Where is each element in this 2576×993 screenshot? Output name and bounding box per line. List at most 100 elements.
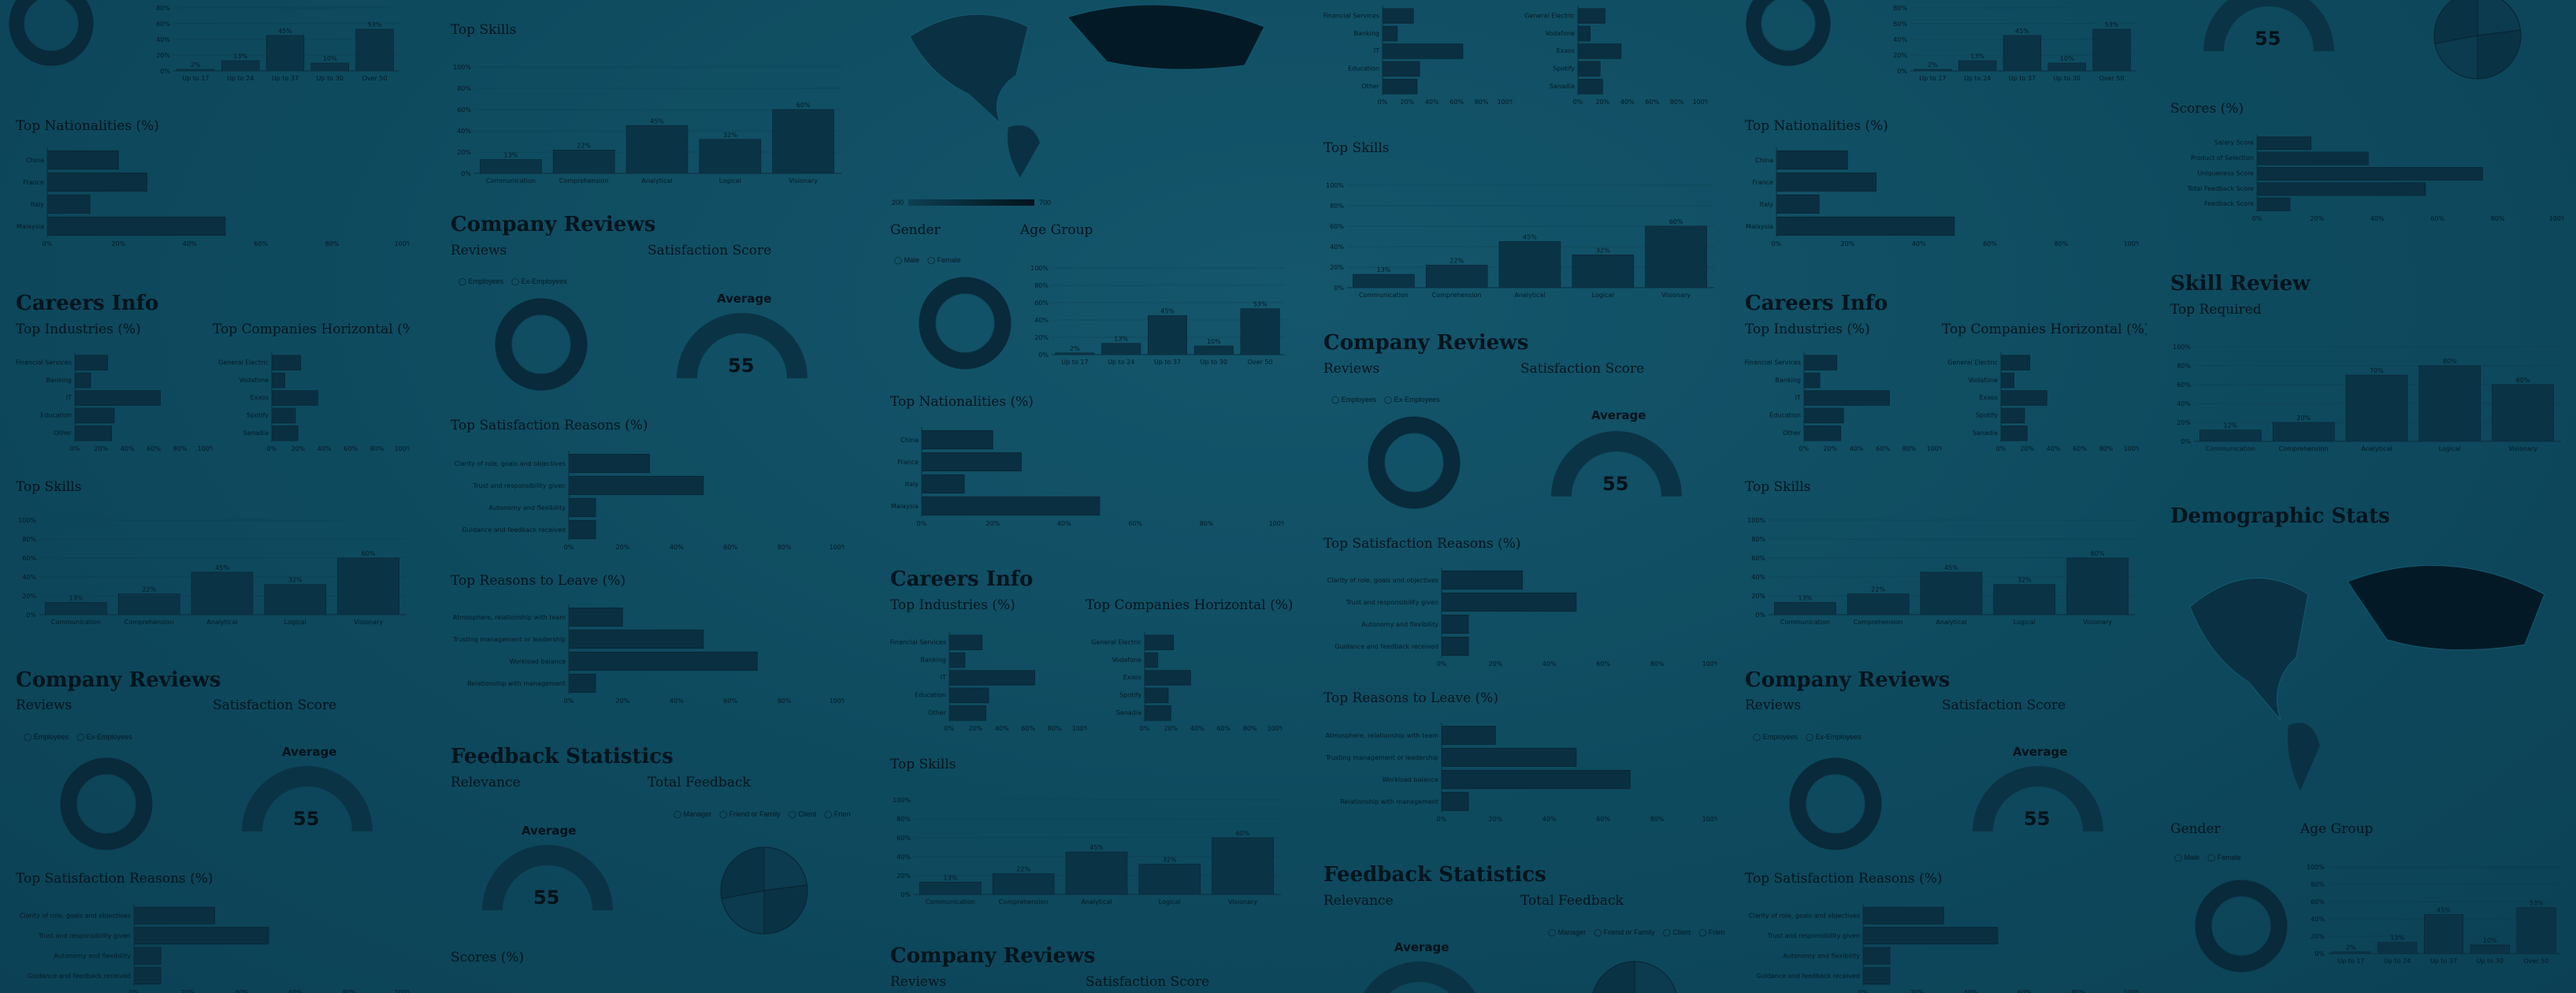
category-label: Up to 24 xyxy=(2384,958,2411,965)
bar xyxy=(1577,8,1605,24)
category-label: Clarity of role, goals and objectives xyxy=(455,460,566,467)
tick-label: 20% xyxy=(1489,660,1503,668)
legend-item[interactable]: ◯ Client xyxy=(1662,928,1691,936)
skills-chart: 0% 20% 40% 60% 80% 100% 13% Communication 22% Com… xyxy=(893,797,1281,906)
tick-label: 40% xyxy=(2177,400,2191,407)
feedback-legend: ◯ Manager ◯ Friend or Family ◯ Client ◯ Fri… xyxy=(674,810,851,819)
legend-item[interactable]: ◯ Employees xyxy=(1753,733,1798,741)
dashboard-column: 0% 20% 40% 60% 80% 100% 2% Up to 17 13% Up to 24 4… xyxy=(1737,0,2147,993)
tick-label: 0% xyxy=(26,612,36,619)
tick-label: 80% xyxy=(1893,5,1907,12)
section-top-skills: Top Skills xyxy=(1745,479,1811,495)
tick-label: 60% xyxy=(1034,299,1049,307)
tick-label: 80% xyxy=(2177,363,2191,370)
section-company-reviews: Company Reviews xyxy=(16,668,221,692)
skills-chart: 0% 20% 40% 60% 80% 100% 13% Communication 22% Com… xyxy=(1747,517,2136,626)
bar xyxy=(568,519,596,540)
legend-item[interactable]: ◯ Male xyxy=(2174,854,2200,861)
legend-item[interactable]: ◯ Manager xyxy=(1548,928,1587,936)
tick-label: 0% xyxy=(43,240,53,247)
pie-slice xyxy=(720,846,765,899)
legend-item[interactable]: ◯ Ex-Employees xyxy=(511,277,567,285)
average-value: 55 xyxy=(533,887,560,909)
tick-label: 60% xyxy=(2017,989,2032,993)
legend-item[interactable]: ◯ Manager xyxy=(674,810,712,818)
tick-label: 100% xyxy=(830,544,844,551)
category-label: Clarity of role, goals and objectives xyxy=(1749,912,1860,919)
legend-item[interactable]: ◯ Client xyxy=(788,810,817,818)
bar xyxy=(271,426,299,441)
tick-label: 60% xyxy=(2311,898,2325,906)
data-label: 2% xyxy=(191,61,201,69)
tick-label: 40% xyxy=(2311,916,2325,923)
category-label: Italy xyxy=(31,201,45,208)
data-label: 20% xyxy=(2296,415,2311,422)
subtitle-top-required: Top Required xyxy=(2170,302,2262,318)
category-label: Education xyxy=(1348,65,1379,73)
tick-label: 100% xyxy=(1702,660,1717,668)
tick-label: 40% xyxy=(183,240,197,247)
skills-chart: 0% 20% 40% 60% 80% 100% 13% Communication 22% Com… xyxy=(1326,182,1714,299)
category-label: Vodafone xyxy=(239,377,269,384)
bar xyxy=(1138,864,1201,895)
legend-item[interactable]: ◯ Ex-Employees xyxy=(1806,733,1861,741)
section-careers-info: Careers Info xyxy=(890,567,1034,591)
category-label: Spotify xyxy=(1976,412,1998,419)
legend-item[interactable]: ◯ Ex-Employees xyxy=(76,733,132,741)
category-label: Feedback Score xyxy=(2204,200,2254,207)
legend-item[interactable]: ◯ Employees xyxy=(458,277,504,285)
data-label: 32% xyxy=(723,132,737,139)
legend-item[interactable]: ◯ Friend or Family xyxy=(719,810,781,818)
section-top-satisfaction: Top Satisfaction Reasons (%) xyxy=(1745,871,1943,887)
gender-legend: ◯ Male ◯ Female xyxy=(2174,854,2249,862)
tick-label: 80% xyxy=(896,816,911,823)
average-value: 55 xyxy=(1602,473,1629,495)
tick-label: 60% xyxy=(457,106,471,113)
bar xyxy=(1441,570,1523,590)
legend-item[interactable]: ◯ Employees xyxy=(1331,396,1377,404)
category-label: Up to 17 xyxy=(1919,75,1946,82)
category-label: Sanadia xyxy=(243,430,269,437)
category-label: Over 50 xyxy=(2099,75,2125,82)
category-label: Logical xyxy=(1592,292,1614,299)
tick-label: 60% xyxy=(147,445,161,452)
legend-item[interactable]: ◯ Employees xyxy=(24,733,69,741)
legend-item[interactable]: ◯ Friend or Family xyxy=(1594,928,1655,936)
bar xyxy=(1862,947,1891,965)
bar xyxy=(46,172,147,192)
legend-item[interactable]: ◯ Friend xyxy=(1698,928,1725,936)
data-label: 60% xyxy=(796,102,811,109)
tick-label: 0% xyxy=(2252,215,2262,222)
legend-item[interactable]: ◯ Ex-Employees xyxy=(1384,396,1440,404)
subtitle-total-feedback: Total Feedback xyxy=(648,775,751,790)
bar xyxy=(480,159,542,174)
tick-label: 100% xyxy=(2124,240,2139,247)
legend-item[interactable]: ◯ Female xyxy=(2207,854,2241,861)
tick-label: 20% xyxy=(1841,240,1855,247)
tick-label: 0% xyxy=(1437,660,1447,668)
bar xyxy=(310,62,349,72)
section-company-reviews: Company Reviews xyxy=(890,944,1096,968)
tick-label: 80% xyxy=(2072,989,2086,993)
nationalities-chart: 0% 20% 40% 60% 80% 100% China France Italy Malays… xyxy=(17,147,410,247)
category-label: Autonomy and flexibility xyxy=(54,952,131,959)
tick-label: 80% xyxy=(2491,215,2505,222)
category-label: Up to 17 xyxy=(182,75,209,82)
category-label: IT xyxy=(66,394,72,401)
tick-label: 80% xyxy=(457,85,471,92)
data-label: 45% xyxy=(215,564,229,571)
legend-item[interactable]: ◯ Male xyxy=(894,256,920,264)
bar xyxy=(1382,61,1420,77)
category-label: Exxos xyxy=(1557,47,1575,54)
legend-item[interactable]: ◯ Female xyxy=(927,256,961,264)
tick-label: 40% xyxy=(995,725,1009,732)
data-label: 2% xyxy=(2346,944,2356,951)
legend-item[interactable]: ◯ Friend xyxy=(824,810,851,818)
section-scores: Scores (%) xyxy=(451,950,525,965)
tick-label: 100% xyxy=(453,64,471,71)
tick-label: 100% xyxy=(198,445,213,452)
pie-slice xyxy=(721,890,765,935)
category-label: Comprehension xyxy=(124,619,174,626)
tick-label: 20% xyxy=(896,872,911,880)
bar xyxy=(948,670,1035,686)
